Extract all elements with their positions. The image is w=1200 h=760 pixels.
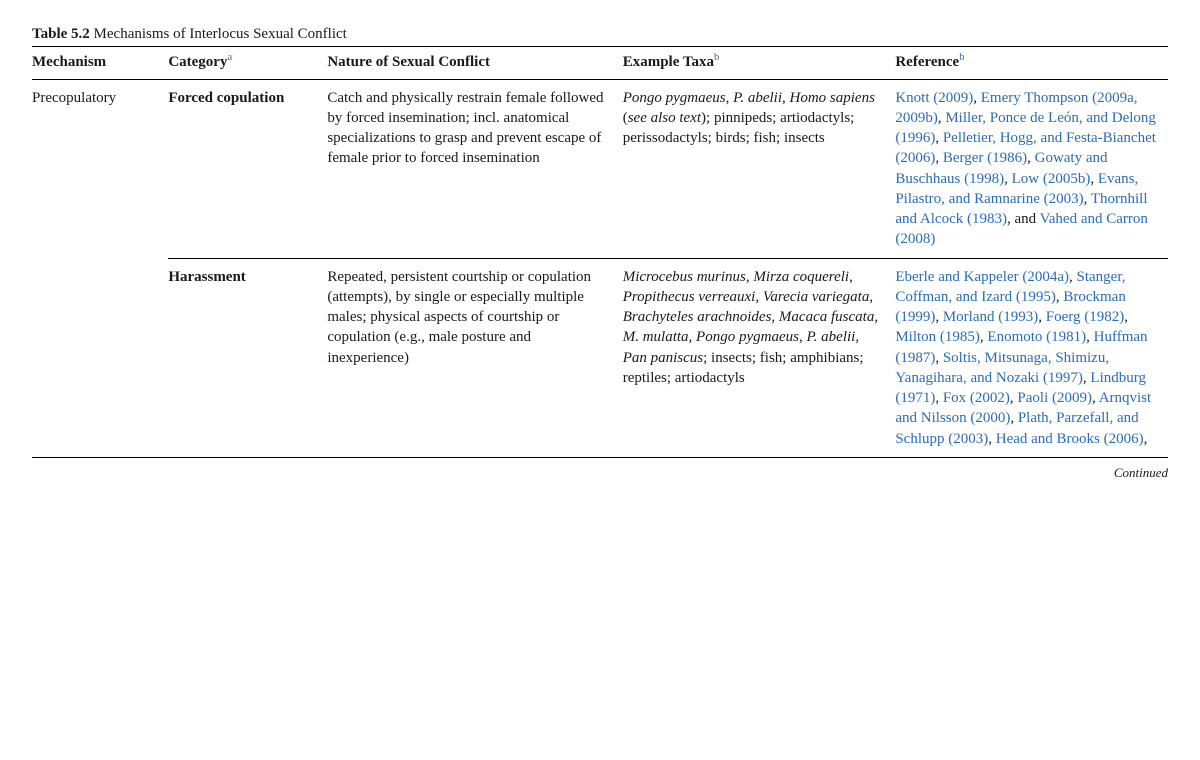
taxon-name: Brachyteles arachnoides [623,309,772,325]
cell-taxa: Microcebus murinus, Mirza coquereli, Pro… [623,258,896,457]
reference-link[interactable]: Milton (1985) [895,329,980,345]
taxon-name: Macaca fuscata [779,309,874,325]
taxon-name: Pan paniscus [623,350,703,366]
taxon-name: Propithecus verreauxi [623,289,756,305]
reference-link[interactable]: Enomoto (1981) [987,329,1086,345]
reference-link[interactable]: Paoli (2009) [1017,390,1092,406]
cell-mechanism: Precopulatory [32,79,168,258]
reference-link[interactable]: Head and Brooks (2006) [996,431,1144,447]
reference-link[interactable]: Eberle and Kappeler (2004a) [895,269,1069,285]
cell-nature: Repeated, persistent courtship or copula… [327,258,622,457]
cell-nature: Catch and physically restrain female fol… [327,79,622,258]
table-title: Mechanisms of Interlocus Sexual Conflict [94,26,347,42]
continued-label: Continued [32,464,1168,482]
footnote-b-icon[interactable]: b [959,52,964,63]
taxon-name: Pongo pygmaeus [696,329,799,345]
footnote-a-icon[interactable]: a [227,52,232,63]
cell-references: Knott (2009), Emery Thompson (2009a, 200… [895,79,1168,258]
conflict-table: Mechanism Categorya Nature of Sexual Con… [32,46,1168,458]
cell-mechanism [32,258,168,457]
header-category: Categorya [168,47,327,79]
table-label: Table 5.2 [32,26,90,42]
footnote-b-icon[interactable]: b [714,52,719,63]
reference-link[interactable]: Foerg (1982) [1046,309,1124,325]
taxon-name: M. mulatta [623,329,689,345]
reference-link[interactable]: Berger (1986) [943,150,1027,166]
cell-category: Forced copulation [168,79,327,258]
table-caption: Table 5.2 Mechanisms of Interlocus Sexua… [32,24,1168,44]
table-row: Harassment Repeated, persistent courtshi… [32,258,1168,457]
taxon-name: Varecia variegata [763,289,870,305]
reference-link[interactable]: Knott (2009) [895,90,973,106]
taxon-name: P. abelii [806,329,855,345]
cell-references: Eberle and Kappeler (2004a), Stanger, Co… [895,258,1168,457]
header-mechanism: Mechanism [32,47,168,79]
header-reference: Referenceb [895,47,1168,79]
cell-taxa: Pongo pygmaeus, P. abelii, Homo sapiens … [623,79,896,258]
reference-link[interactable]: Fox (2002) [943,390,1010,406]
reference-link[interactable]: Low (2005b) [1012,171,1091,187]
taxon-name: Microcebus murinus [623,269,746,285]
header-row: Mechanism Categorya Nature of Sexual Con… [32,47,1168,79]
header-nature: Nature of Sexual Conflict [327,47,622,79]
cell-category: Harassment [168,258,327,457]
table-row: Precopulatory Forced copulation Catch an… [32,79,1168,258]
reference-link[interactable]: Morland (1993) [943,309,1038,325]
header-taxa: Example Taxab [623,47,896,79]
taxon-name: Mirza coquereli [753,269,849,285]
